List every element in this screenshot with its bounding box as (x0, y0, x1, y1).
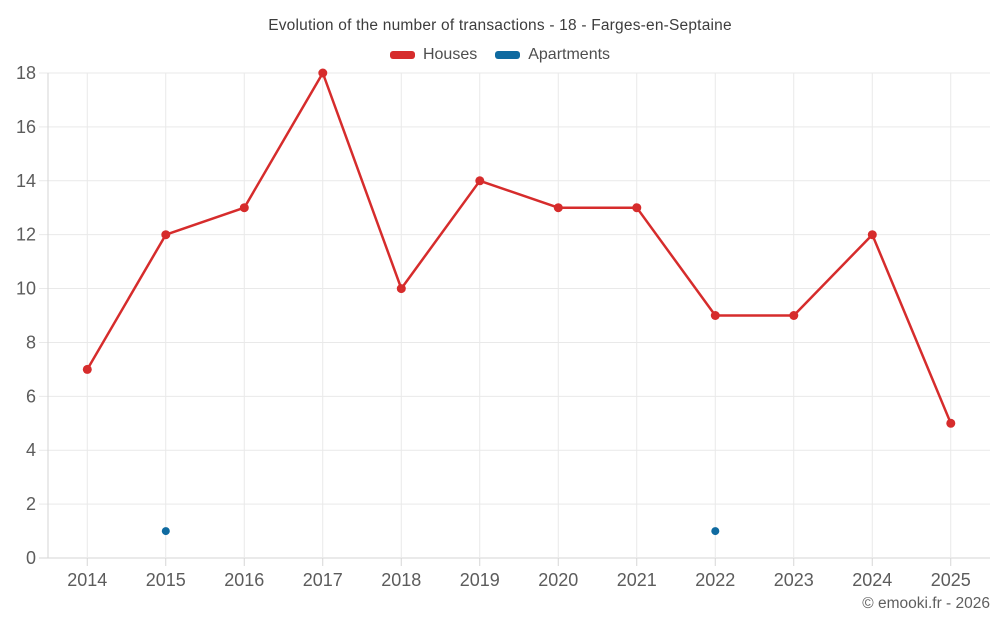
x-axis-label: 2014 (67, 570, 107, 590)
houses-point-2019[interactable] (475, 176, 485, 186)
legend-swatch-houses (389, 51, 415, 59)
y-axis-label: 16 (16, 117, 36, 137)
houses-point-2018[interactable] (396, 284, 406, 294)
y-axis-label: 4 (26, 440, 36, 460)
houses-point-2024[interactable] (867, 230, 877, 240)
x-axis-label: 2021 (617, 570, 657, 590)
copyright-text: © emooki.fr - 2026 (862, 595, 990, 612)
houses-line (86, 71, 953, 425)
x-axis-label: 2023 (774, 570, 814, 590)
houses-point-2025[interactable] (946, 418, 956, 428)
y-axis-label: 10 (16, 279, 36, 299)
x-axis-label: 2016 (224, 570, 264, 590)
y-axis-label: 6 (26, 386, 36, 406)
chart-legend: Houses Apartments (0, 46, 1000, 64)
legend-label: Apartments (528, 46, 611, 63)
y-axis-label: 14 (16, 171, 36, 191)
apartments-point-2015[interactable] (161, 527, 170, 536)
legend-label: Houses (422, 46, 478, 63)
y-axis-label: 8 (26, 332, 36, 352)
houses-point-2014[interactable] (82, 364, 92, 374)
x-axis-label: 2024 (852, 570, 892, 590)
houses-point-2015[interactable] (161, 230, 171, 240)
legend-item-apartments[interactable]: Apartments (495, 46, 610, 64)
houses-point-2023[interactable] (789, 311, 799, 320)
y-axis-label: 12 (16, 225, 36, 245)
houses-point-2020[interactable] (553, 203, 563, 213)
x-axis-label: 2022 (695, 570, 735, 590)
x-axis-label: 2015 (146, 570, 186, 590)
houses-point-2022[interactable] (710, 311, 720, 320)
legend-swatch-apartments (495, 51, 521, 59)
legend-item-houses[interactable]: Houses (389, 46, 478, 64)
apartments-point-2022[interactable] (711, 527, 720, 536)
y-axis-label: 0 (26, 548, 36, 568)
chart-title: Evolution of the number of transactions … (268, 17, 732, 34)
houses-point-2017[interactable] (318, 68, 328, 78)
x-axis-label: 2018 (381, 570, 421, 590)
x-axis-label: 2025 (931, 570, 971, 590)
y-axis-label: 2 (26, 494, 36, 514)
y-axis-label: 18 (16, 63, 36, 83)
x-axis-label: 2017 (303, 570, 343, 590)
houses-point-2016[interactable] (239, 203, 249, 213)
x-axis-label: 2019 (460, 570, 500, 590)
x-axis-label: 2020 (538, 570, 578, 590)
houses-point-2021[interactable] (632, 203, 642, 213)
